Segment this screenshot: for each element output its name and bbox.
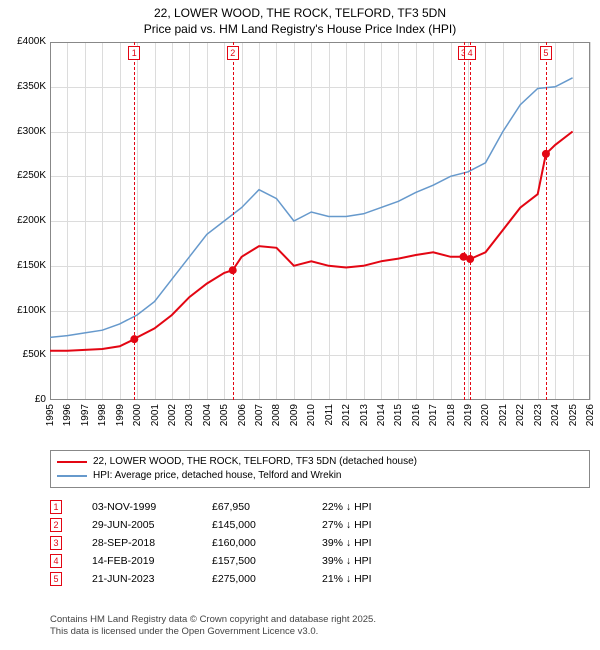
footer-line-2: This data is licensed under the Open Gov…: [50, 626, 376, 638]
plot-area: [50, 42, 590, 400]
x-tick-label: 2012: [341, 404, 352, 426]
x-tick-label: 2019: [463, 404, 474, 426]
y-tick-label: £300K: [2, 126, 46, 137]
x-tick-label: 2023: [533, 404, 544, 426]
x-tick-label: 2026: [585, 404, 596, 426]
y-tick-label: £200K: [2, 215, 46, 226]
x-tick-label: 2011: [324, 404, 335, 426]
sales-row: 4 14-FEB-2019£157,50039% ↓ HPI: [50, 554, 432, 568]
y-tick-label: £0: [2, 394, 46, 405]
sales-marker-box: 1: [50, 500, 62, 514]
sales-price: £160,000: [212, 537, 322, 549]
y-tick-label: £100K: [2, 305, 46, 316]
x-tick-label: 2015: [393, 404, 404, 426]
event-marker-box: 5: [540, 46, 552, 60]
event-marker-box: 1: [128, 46, 140, 60]
legend-swatch: [57, 475, 87, 477]
sales-date: 29-JUN-2005: [92, 519, 212, 531]
chart-title: 22, LOWER WOOD, THE ROCK, TELFORD, TF3 5…: [0, 0, 600, 39]
sales-date: 03-NOV-1999: [92, 501, 212, 513]
y-tick-label: £250K: [2, 170, 46, 181]
x-tick-label: 1998: [97, 404, 108, 426]
x-tick-label: 2002: [167, 404, 178, 426]
sales-row: 3 28-SEP-2018£160,00039% ↓ HPI: [50, 536, 432, 550]
sales-date: 28-SEP-2018: [92, 537, 212, 549]
sales-marker-box: 5: [50, 572, 62, 586]
sales-date: 21-JUN-2023: [92, 573, 212, 585]
x-tick-label: 1995: [45, 404, 56, 426]
x-tick-label: 2010: [306, 404, 317, 426]
y-tick-label: £400K: [2, 36, 46, 47]
x-tick-label: 2025: [568, 404, 579, 426]
x-tick-label: 2013: [359, 404, 370, 426]
sales-price: £275,000: [212, 573, 322, 585]
chart-container: { "title": { "line1": "22, LOWER WOOD, T…: [0, 0, 600, 650]
legend-item: HPI: Average price, detached house, Telf…: [57, 469, 583, 483]
legend-label: 22, LOWER WOOD, THE ROCK, TELFORD, TF3 5…: [93, 455, 417, 469]
sales-date: 14-FEB-2019: [92, 555, 212, 567]
legend: 22, LOWER WOOD, THE ROCK, TELFORD, TF3 5…: [50, 450, 590, 488]
x-tick-label: 2018: [446, 404, 457, 426]
sales-marker-box: 2: [50, 518, 62, 532]
x-tick-label: 2004: [202, 404, 213, 426]
sales-price: £157,500: [212, 555, 322, 567]
y-tick-label: £50K: [2, 349, 46, 360]
x-tick-label: 2006: [237, 404, 248, 426]
x-tick-label: 2022: [515, 404, 526, 426]
sales-price: £145,000: [212, 519, 322, 531]
sales-row: 2 29-JUN-2005£145,00027% ↓ HPI: [50, 518, 432, 532]
x-tick-label: 2000: [132, 404, 143, 426]
x-tick-label: 2020: [480, 404, 491, 426]
sales-marker-box: 4: [50, 554, 62, 568]
legend-item: 22, LOWER WOOD, THE ROCK, TELFORD, TF3 5…: [57, 455, 583, 469]
sales-price: £67,950: [212, 501, 322, 513]
y-tick-label: £150K: [2, 260, 46, 271]
x-tick-label: 2005: [219, 404, 230, 426]
sales-row: 1 03-NOV-1999£67,95022% ↓ HPI: [50, 500, 432, 514]
sales-row: 5 21-JUN-2023£275,00021% ↓ HPI: [50, 572, 432, 586]
x-tick-label: 2024: [550, 404, 561, 426]
sales-diff: 39% ↓ HPI: [322, 537, 432, 549]
x-tick-label: 2014: [376, 404, 387, 426]
x-tick-label: 2001: [150, 404, 161, 426]
sales-diff: 27% ↓ HPI: [322, 519, 432, 531]
legend-swatch: [57, 461, 87, 463]
x-tick-label: 2021: [498, 404, 509, 426]
sales-diff: 21% ↓ HPI: [322, 573, 432, 585]
x-tick-label: 2009: [289, 404, 300, 426]
legend-label: HPI: Average price, detached house, Telf…: [93, 469, 342, 483]
y-tick-label: £350K: [2, 81, 46, 92]
title-line-1: 22, LOWER WOOD, THE ROCK, TELFORD, TF3 5…: [0, 6, 600, 22]
sales-diff: 39% ↓ HPI: [322, 555, 432, 567]
footer-line-1: Contains HM Land Registry data © Crown c…: [50, 614, 376, 626]
title-line-2: Price paid vs. HM Land Registry's House …: [0, 22, 600, 38]
x-tick-label: 2007: [254, 404, 265, 426]
sales-diff: 22% ↓ HPI: [322, 501, 432, 513]
x-tick-label: 2008: [271, 404, 282, 426]
x-tick-label: 2017: [428, 404, 439, 426]
sales-marker-box: 3: [50, 536, 62, 550]
x-tick-label: 1996: [62, 404, 73, 426]
event-marker-box: 2: [227, 46, 239, 60]
x-tick-label: 2016: [411, 404, 422, 426]
x-tick-label: 1999: [115, 404, 126, 426]
sales-table: 1 03-NOV-1999£67,95022% ↓ HPI 2 29-JUN-2005…: [50, 496, 432, 590]
footer-text: Contains HM Land Registry data © Crown c…: [50, 614, 376, 639]
event-marker-box: 4: [464, 46, 476, 60]
x-tick-label: 1997: [80, 404, 91, 426]
x-tick-label: 2003: [184, 404, 195, 426]
